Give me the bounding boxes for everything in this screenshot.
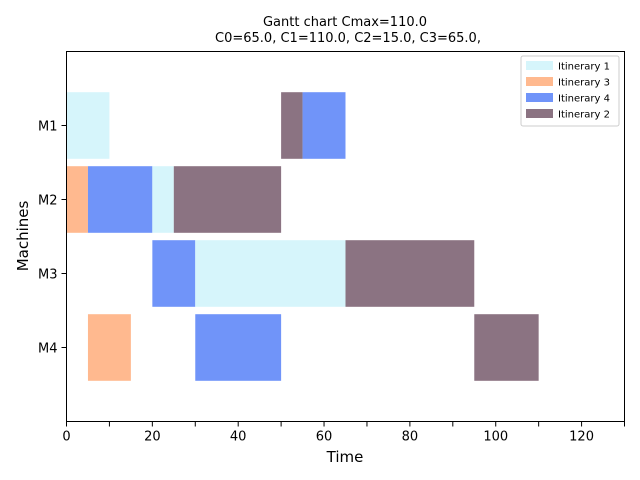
x-tick-label: 0	[62, 430, 70, 445]
task-bar	[173, 166, 282, 233]
task-bar	[66, 92, 110, 159]
task-bar	[302, 92, 346, 159]
legend-label: Itinerary 1	[558, 62, 610, 73]
task-bar	[66, 166, 88, 233]
task-bar	[281, 92, 303, 159]
legend-frame	[520, 55, 620, 127]
y-axis: M1 M2 M3 M4	[38, 120, 67, 357]
x-tick-label: 60	[316, 430, 333, 445]
x-tick-label: 80	[402, 430, 419, 445]
legend-swatch	[526, 109, 553, 118]
y-tick-label: M4	[38, 342, 58, 357]
x-tick-label: 120	[569, 430, 594, 445]
task-bar	[152, 240, 196, 307]
y-tick-label: M2	[38, 194, 58, 209]
y-tick-label: M3	[38, 268, 58, 283]
task-bar	[195, 314, 282, 381]
plot-frame	[66, 51, 625, 422]
task-bar	[152, 166, 174, 233]
task-bar	[345, 240, 475, 307]
task-bars	[66, 92, 539, 381]
x-tick-label: 40	[230, 430, 247, 445]
legend-swatch	[526, 61, 553, 70]
x-tick-label: 100	[483, 430, 508, 445]
y-axis-label: Machines	[14, 201, 32, 272]
legend-label: Itinerary 4	[558, 94, 610, 105]
chart-subtitle: C0=65.0, C1=110.0, C2=15.0, C3=65.0,	[215, 31, 481, 46]
legend-swatch	[526, 93, 553, 102]
chart-title: Gantt chart Cmax=110.0	[263, 15, 427, 30]
legend-label: Itinerary 2	[558, 110, 610, 121]
task-bar	[195, 240, 346, 307]
y-tick-label: M1	[38, 120, 58, 135]
task-bar	[87, 314, 131, 381]
x-axis-label: Time	[326, 448, 364, 466]
legend-label: Itinerary 3	[558, 78, 610, 89]
x-axis: 0 20 40 60 80 100 120	[62, 421, 625, 445]
legend: Itinerary 1 Itinerary 3 Itinerary 4 Itinera…	[520, 55, 620, 127]
task-bar	[474, 314, 539, 381]
x-tick-label: 20	[144, 430, 161, 445]
legend-swatch	[526, 77, 553, 86]
task-bar	[87, 166, 153, 233]
